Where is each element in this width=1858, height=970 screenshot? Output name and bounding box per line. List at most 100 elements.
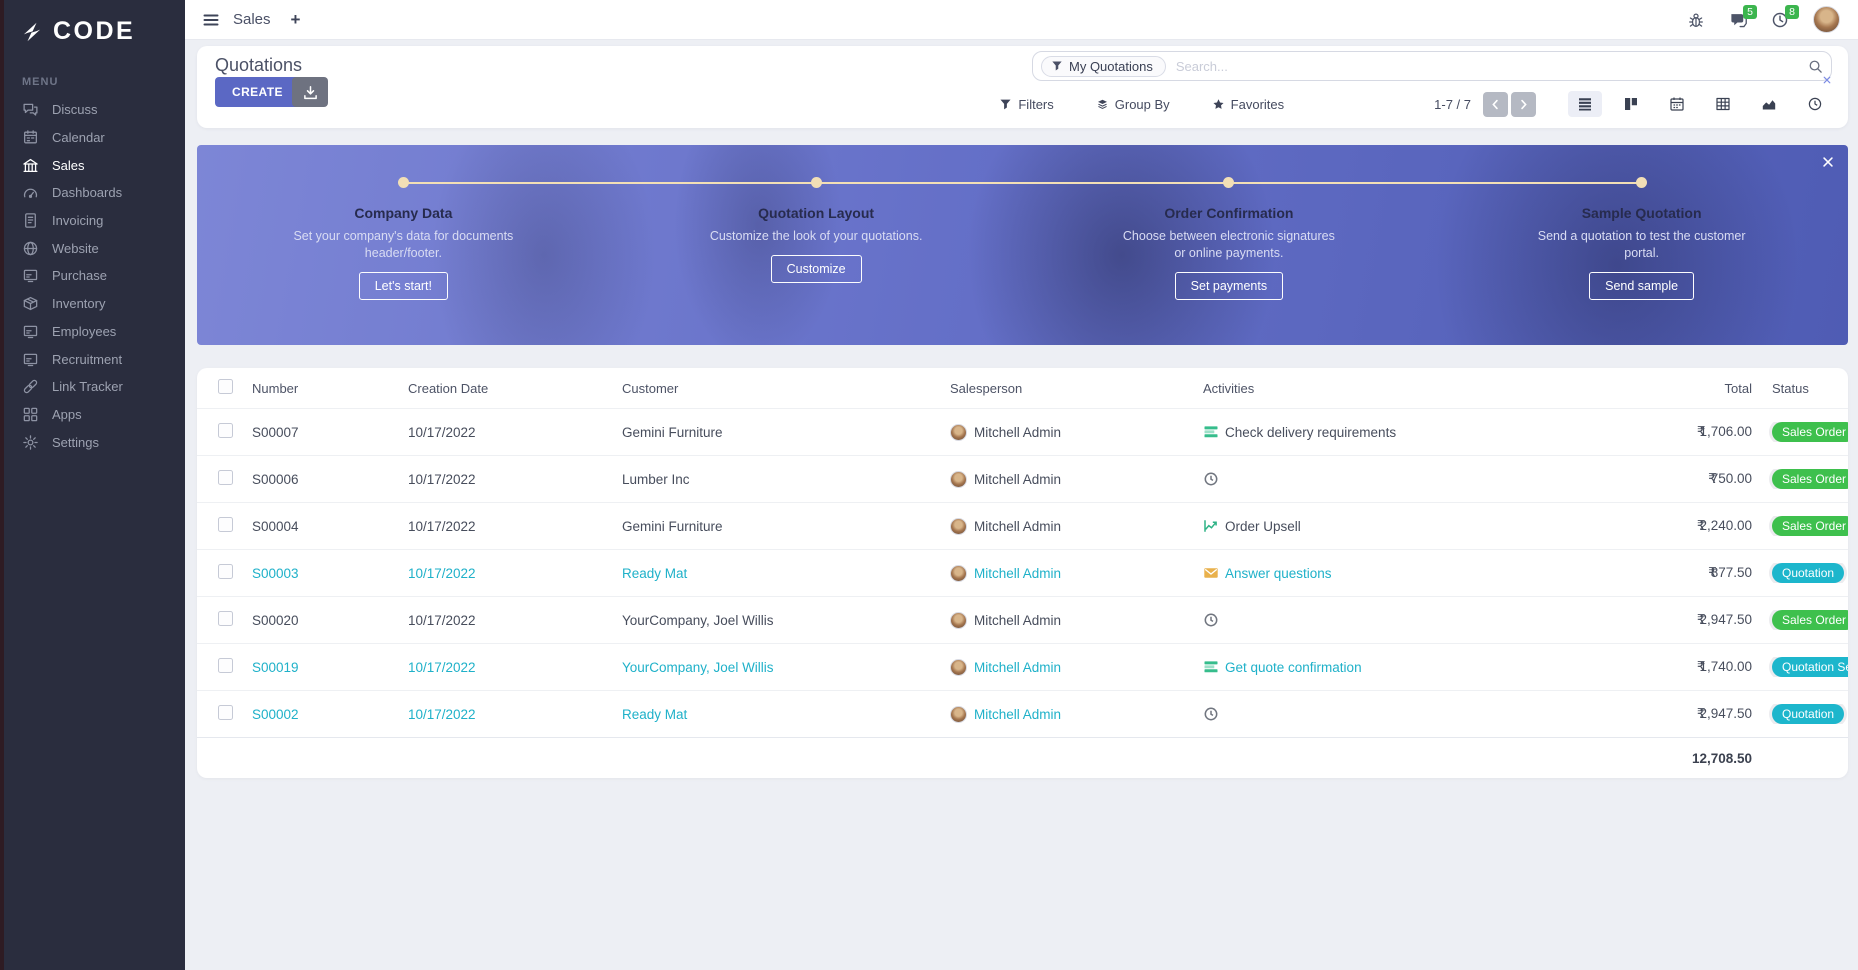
kanban-view-button[interactable] [1614,91,1648,117]
column-header-creation-date[interactable]: Creation Date [408,380,489,396]
sidebar-item-label: Apps [52,406,82,422]
status-badge: Quotation Sent [1772,657,1848,677]
sidebar-item-dashboards[interactable]: Dashboards [0,179,185,207]
page-title: Quotations [215,55,303,75]
sidebar-item-invoicing[interactable]: Invoicing [0,207,185,235]
column-header-activities[interactable]: Activities [1203,380,1255,396]
cell-total: ₹2,947.50 [1696,706,1752,721]
column-header-customer[interactable]: Customer [622,380,679,396]
inventory-icon [22,295,39,312]
row-checkbox[interactable] [218,658,233,673]
cell-activity[interactable] [1192,706,1612,722]
onboarding-step: Company Data Set your company's data for… [197,145,610,345]
create-button[interactable]: CREATE [215,77,300,107]
activities-clock-icon[interactable]: 8 [1771,4,1799,29]
cell-number: S00006 [252,471,299,487]
step-title: Quotation Layout [758,205,875,221]
step-action-button[interactable]: Customize [770,254,862,283]
cell-creation-date: 10/17/2022 [408,565,476,581]
activity-view-button[interactable] [1798,91,1832,117]
cell-activity[interactable]: Answer questions [1192,565,1612,581]
search-icon[interactable] [1808,59,1823,74]
sidebar-item-sales[interactable]: Sales [0,151,185,179]
row-checkbox[interactable] [218,470,233,485]
sidebar-nav: Discuss Calendar Sales Dashboards Invoic… [0,96,185,456]
table-row[interactable]: S00020 10/17/2022 YourCompany, Joel Will… [197,596,1848,643]
step-action-button[interactable]: Let's start! [358,271,449,300]
sidebar-item-recruitment[interactable]: Recruitment [0,345,185,373]
cell-activity[interactable]: Order Upsell [1192,518,1612,534]
cell-total: ₹1,740.00 [1696,659,1752,674]
sidebar-item-settings[interactable]: Settings [0,428,185,456]
filters-button[interactable]: Filters [999,97,1054,112]
column-header-salesperson[interactable]: Salesperson [950,380,1023,396]
group-by-button[interactable]: Group By [1096,97,1170,112]
table-row[interactable]: S00002 10/17/2022 Ready Mat Mitchell Adm… [197,690,1848,737]
row-checkbox[interactable] [218,423,233,438]
export-button[interactable] [292,77,328,107]
row-checkbox[interactable] [218,705,233,720]
row-checkbox[interactable] [218,611,233,626]
select-all-checkbox[interactable] [218,379,233,394]
cell-activity[interactable]: Get quote confirmation [1192,659,1612,675]
cell-creation-date: 10/17/2022 [408,706,476,722]
facet-remove-icon[interactable] [1822,75,1832,85]
calendar-view-icon [1669,96,1685,112]
table-row[interactable]: S00007 10/17/2022 Gemini Furniture Mitch… [197,408,1848,455]
list-view-button[interactable] [1568,91,1602,117]
row-checkbox[interactable] [218,564,233,579]
cell-salesperson: Mitchell Admin [974,659,1062,675]
column-header-status[interactable]: Status [1772,380,1809,396]
table-row[interactable]: S00004 10/17/2022 Gemini Furniture Mitch… [197,502,1848,549]
status-badge: Quotation [1772,704,1845,724]
step-title: Order Confirmation [1164,205,1294,221]
search-facet[interactable]: My Quotations [1041,55,1166,77]
current-app-label[interactable]: Sales [233,11,271,28]
column-header-total[interactable]: Total [1724,380,1752,396]
search-input[interactable] [1173,57,1808,75]
banner-close-icon[interactable] [1821,155,1835,169]
menu-toggle-icon[interactable] [203,12,219,28]
sidebar-item-label: Inventory [52,296,106,312]
sidebar-item-purchase[interactable]: Purchase [0,262,185,290]
sidebar-item-label: Website [52,240,99,256]
sidebar-item-label: Sales [52,157,85,173]
pager-previous-button[interactable] [1483,91,1508,117]
debug-bug-icon[interactable] [1687,11,1705,29]
step-action-button[interactable]: Send sample [1589,271,1695,300]
graph-view-button[interactable] [1752,91,1786,117]
new-tab-button[interactable]: + [290,9,301,29]
user-avatar[interactable] [1813,6,1840,33]
quotations-table: Number Creation Date Customer Salesperso… [197,368,1848,778]
calendar-view-button[interactable] [1660,91,1694,117]
sidebar-item-calendar[interactable]: Calendar [0,124,185,152]
pivot-view-button[interactable] [1706,91,1740,117]
table-row[interactable]: S00003 10/17/2022 Ready Mat Mitchell Adm… [197,549,1848,596]
cell-activity[interactable] [1192,612,1612,628]
cell-activity[interactable] [1192,471,1612,487]
step-action-button[interactable]: Set payments [1174,271,1284,300]
sidebar-item-website[interactable]: Website [0,234,185,262]
favorites-button[interactable]: Favorites [1212,97,1284,112]
filters-funnel-icon [999,98,1012,111]
sidebar-item-employees[interactable]: Employees [0,318,185,346]
table-row[interactable]: S00019 10/17/2022 YourCompany, Joel Will… [197,643,1848,690]
table-row[interactable]: S00006 10/17/2022 Lumber Inc Mitchell Ad… [197,455,1848,502]
status-badge: Sales Order [1772,610,1848,630]
cell-activity[interactable]: Check delivery requirements [1192,424,1612,440]
sidebar-item-discuss[interactable]: Discuss [0,96,185,124]
sidebar-item-inventory[interactable]: Inventory [0,290,185,318]
pager-next-button[interactable] [1511,91,1536,117]
sidebar-item-link-tracker[interactable]: Link Tracker [0,373,185,401]
row-checkbox[interactable] [218,517,233,532]
activity-label: Check delivery requirements [1225,424,1397,440]
step-title: Sample Quotation [1581,205,1702,221]
cell-number: S00003 [252,565,299,581]
sidebar-item-label: Recruitment [52,351,123,367]
messages-icon[interactable]: 5 [1729,4,1757,29]
search-bar[interactable]: My Quotations [1032,51,1832,81]
act-clock-icon [1203,706,1219,722]
sidebar-item-apps[interactable]: Apps [0,401,185,429]
column-header-number[interactable]: Number [252,380,299,396]
cell-customer: Gemini Furniture [622,518,723,534]
